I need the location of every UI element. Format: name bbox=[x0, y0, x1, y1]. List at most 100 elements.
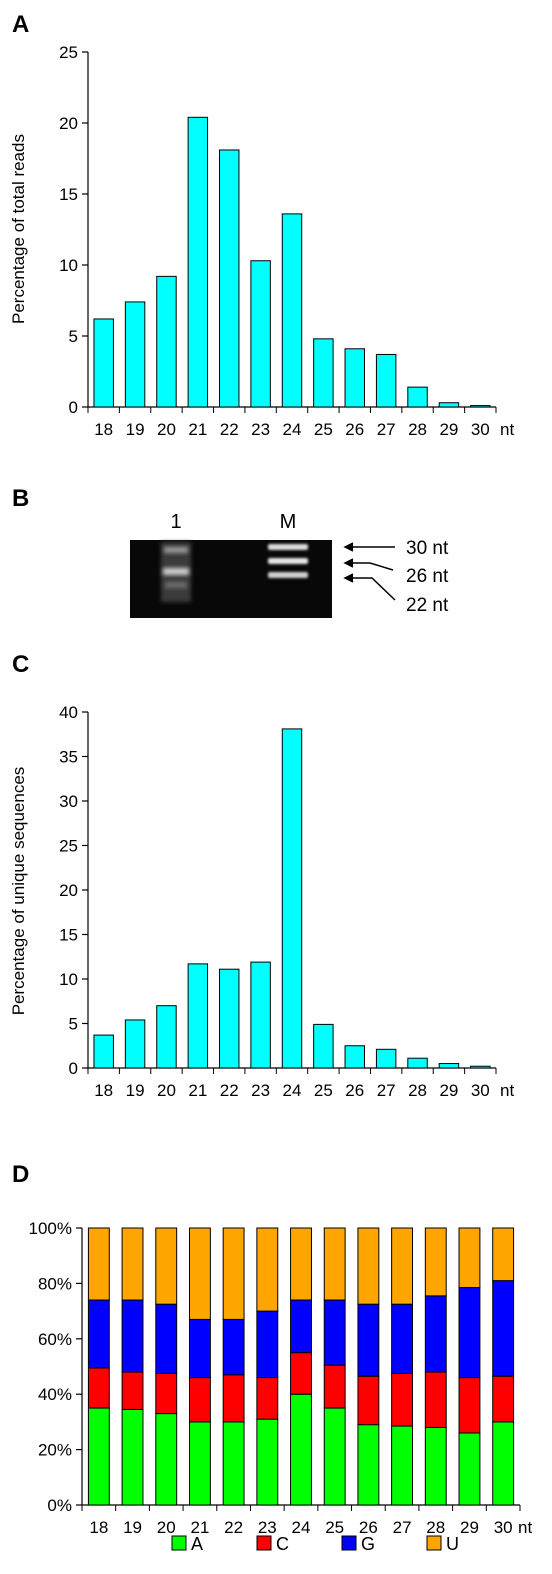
bar-segment-g bbox=[290, 1299, 312, 1354]
x-tick-label: 26 bbox=[345, 1081, 364, 1100]
bar-segment-a bbox=[290, 1393, 312, 1506]
y-tick-label: 5 bbox=[69, 1015, 78, 1034]
bar bbox=[438, 402, 460, 408]
bar-segment-g bbox=[458, 1287, 481, 1379]
x-tick-label: 29 bbox=[439, 420, 458, 439]
bar bbox=[156, 1005, 177, 1069]
chart-c: Percentage of unique sequences 0 5 10 15 20 2… bbox=[9, 703, 514, 1100]
x-tick-label: 21 bbox=[190, 1518, 209, 1537]
bar bbox=[313, 338, 334, 408]
bar bbox=[93, 318, 114, 408]
x-tick-label: 23 bbox=[258, 1518, 277, 1537]
bar-segment-c bbox=[155, 1372, 178, 1415]
legend-label-u: U bbox=[446, 1534, 459, 1554]
bar bbox=[344, 348, 365, 408]
x-tick-label: 18 bbox=[94, 420, 113, 439]
x-tick-label: 22 bbox=[220, 420, 239, 439]
x-unit-label: nt bbox=[500, 420, 514, 439]
x-tick-label: 28 bbox=[426, 1518, 445, 1537]
bar-segment-c bbox=[256, 1377, 279, 1420]
x-tick-label: 27 bbox=[393, 1518, 412, 1537]
x-tick-label: 30 bbox=[471, 1081, 490, 1100]
y-tick-label: 5 bbox=[69, 327, 78, 346]
arrow-26nt-head bbox=[343, 558, 354, 568]
chart-d: 0% 20% 40% 60% 80% 100% 18 19 20 21 22 23 24 25 26 27 28… bbox=[29, 1219, 533, 1537]
bar-segment-a bbox=[188, 1421, 211, 1506]
bar-segment-a bbox=[222, 1421, 245, 1506]
bar bbox=[281, 728, 303, 1069]
bar-segment-a bbox=[357, 1424, 380, 1506]
bar bbox=[281, 213, 303, 408]
legend-label-g: G bbox=[361, 1534, 375, 1554]
panel-letter-d: D bbox=[12, 1161, 29, 1188]
bar-segment-g bbox=[357, 1303, 380, 1377]
panel-letter-c: C bbox=[12, 651, 29, 678]
gel-background bbox=[130, 540, 332, 618]
bar-segment-c bbox=[492, 1375, 515, 1423]
bar-segment-g bbox=[424, 1295, 447, 1373]
bar bbox=[219, 149, 240, 408]
y-tick-label: 20 bbox=[59, 114, 78, 133]
x-unit-label: nt bbox=[518, 1518, 532, 1537]
x-tick-label: 27 bbox=[377, 420, 396, 439]
bar-segment-u bbox=[424, 1227, 447, 1297]
bar-segment-a bbox=[424, 1426, 447, 1506]
x-tick-label: 27 bbox=[377, 1081, 396, 1100]
bar-segment-a bbox=[121, 1408, 144, 1506]
bar-segment-g bbox=[121, 1299, 144, 1373]
x-tick-label: 25 bbox=[325, 1518, 344, 1537]
bar bbox=[250, 260, 271, 408]
x-tick-label: 23 bbox=[251, 1081, 270, 1100]
x-tick-label: 22 bbox=[220, 1081, 239, 1100]
x-tick-label: 30 bbox=[471, 420, 490, 439]
bar-segment-c bbox=[188, 1377, 211, 1423]
y-tick-label: 40% bbox=[38, 1385, 72, 1404]
bar bbox=[407, 1057, 428, 1069]
gel-image: 1 M 30 nt 26 nt 22 nt bbox=[130, 511, 449, 618]
x-tick-label: 25 bbox=[314, 1081, 333, 1100]
bar bbox=[124, 1019, 146, 1069]
bar-segment-g bbox=[256, 1310, 279, 1379]
bar bbox=[250, 961, 271, 1069]
x-tick-label: 22 bbox=[224, 1518, 243, 1537]
x-tick-label: 18 bbox=[89, 1518, 108, 1537]
bar-segment-a bbox=[323, 1407, 346, 1506]
x-tick-label: 24 bbox=[292, 1518, 311, 1537]
y-tick-label: 30 bbox=[59, 792, 78, 811]
bar bbox=[438, 1063, 460, 1069]
y-tick-label: 20 bbox=[59, 881, 78, 900]
y-tick-label: 10 bbox=[59, 256, 78, 275]
legend-label-a: A bbox=[191, 1534, 203, 1554]
bar bbox=[375, 1048, 397, 1069]
x-tick-label: 28 bbox=[408, 420, 427, 439]
arrow-26nt bbox=[346, 562, 394, 571]
bar-segment-a bbox=[492, 1421, 515, 1506]
bar bbox=[124, 301, 146, 408]
x-tick-label: 19 bbox=[126, 1081, 145, 1100]
bar-segment-u bbox=[222, 1227, 245, 1320]
arrow-22nt-head bbox=[343, 573, 354, 583]
bar-segment-c bbox=[391, 1372, 414, 1427]
x-tick-label: 24 bbox=[283, 420, 302, 439]
x-tick-label: 23 bbox=[251, 420, 270, 439]
gel-size-label-22: 22 nt bbox=[406, 595, 449, 616]
y-tick-label: 35 bbox=[59, 748, 78, 767]
chart-a: Percentage of total reads 0 5 10 15 20 25 18 19… bbox=[9, 43, 514, 439]
gel-size-label-26: 26 nt bbox=[406, 566, 449, 587]
gel-lane-1-bands bbox=[161, 542, 191, 602]
bar bbox=[156, 275, 177, 408]
x-tick-label: 26 bbox=[359, 1518, 378, 1537]
x-tick-label: 28 bbox=[408, 1081, 427, 1100]
bar-segment-g bbox=[155, 1303, 178, 1374]
bar bbox=[93, 1034, 114, 1069]
bar-segment-u bbox=[357, 1227, 380, 1305]
gel-lane-label-m: M bbox=[280, 511, 297, 533]
bar-segment-a bbox=[391, 1425, 414, 1506]
gel-size-label-30: 30 nt bbox=[406, 538, 449, 559]
x-tick-label: 29 bbox=[439, 1081, 458, 1100]
y-tick-label: 15 bbox=[59, 185, 78, 204]
bar-segment-u bbox=[155, 1227, 178, 1305]
bar-segment-c bbox=[87, 1367, 110, 1409]
bar-segment-u bbox=[256, 1227, 279, 1312]
